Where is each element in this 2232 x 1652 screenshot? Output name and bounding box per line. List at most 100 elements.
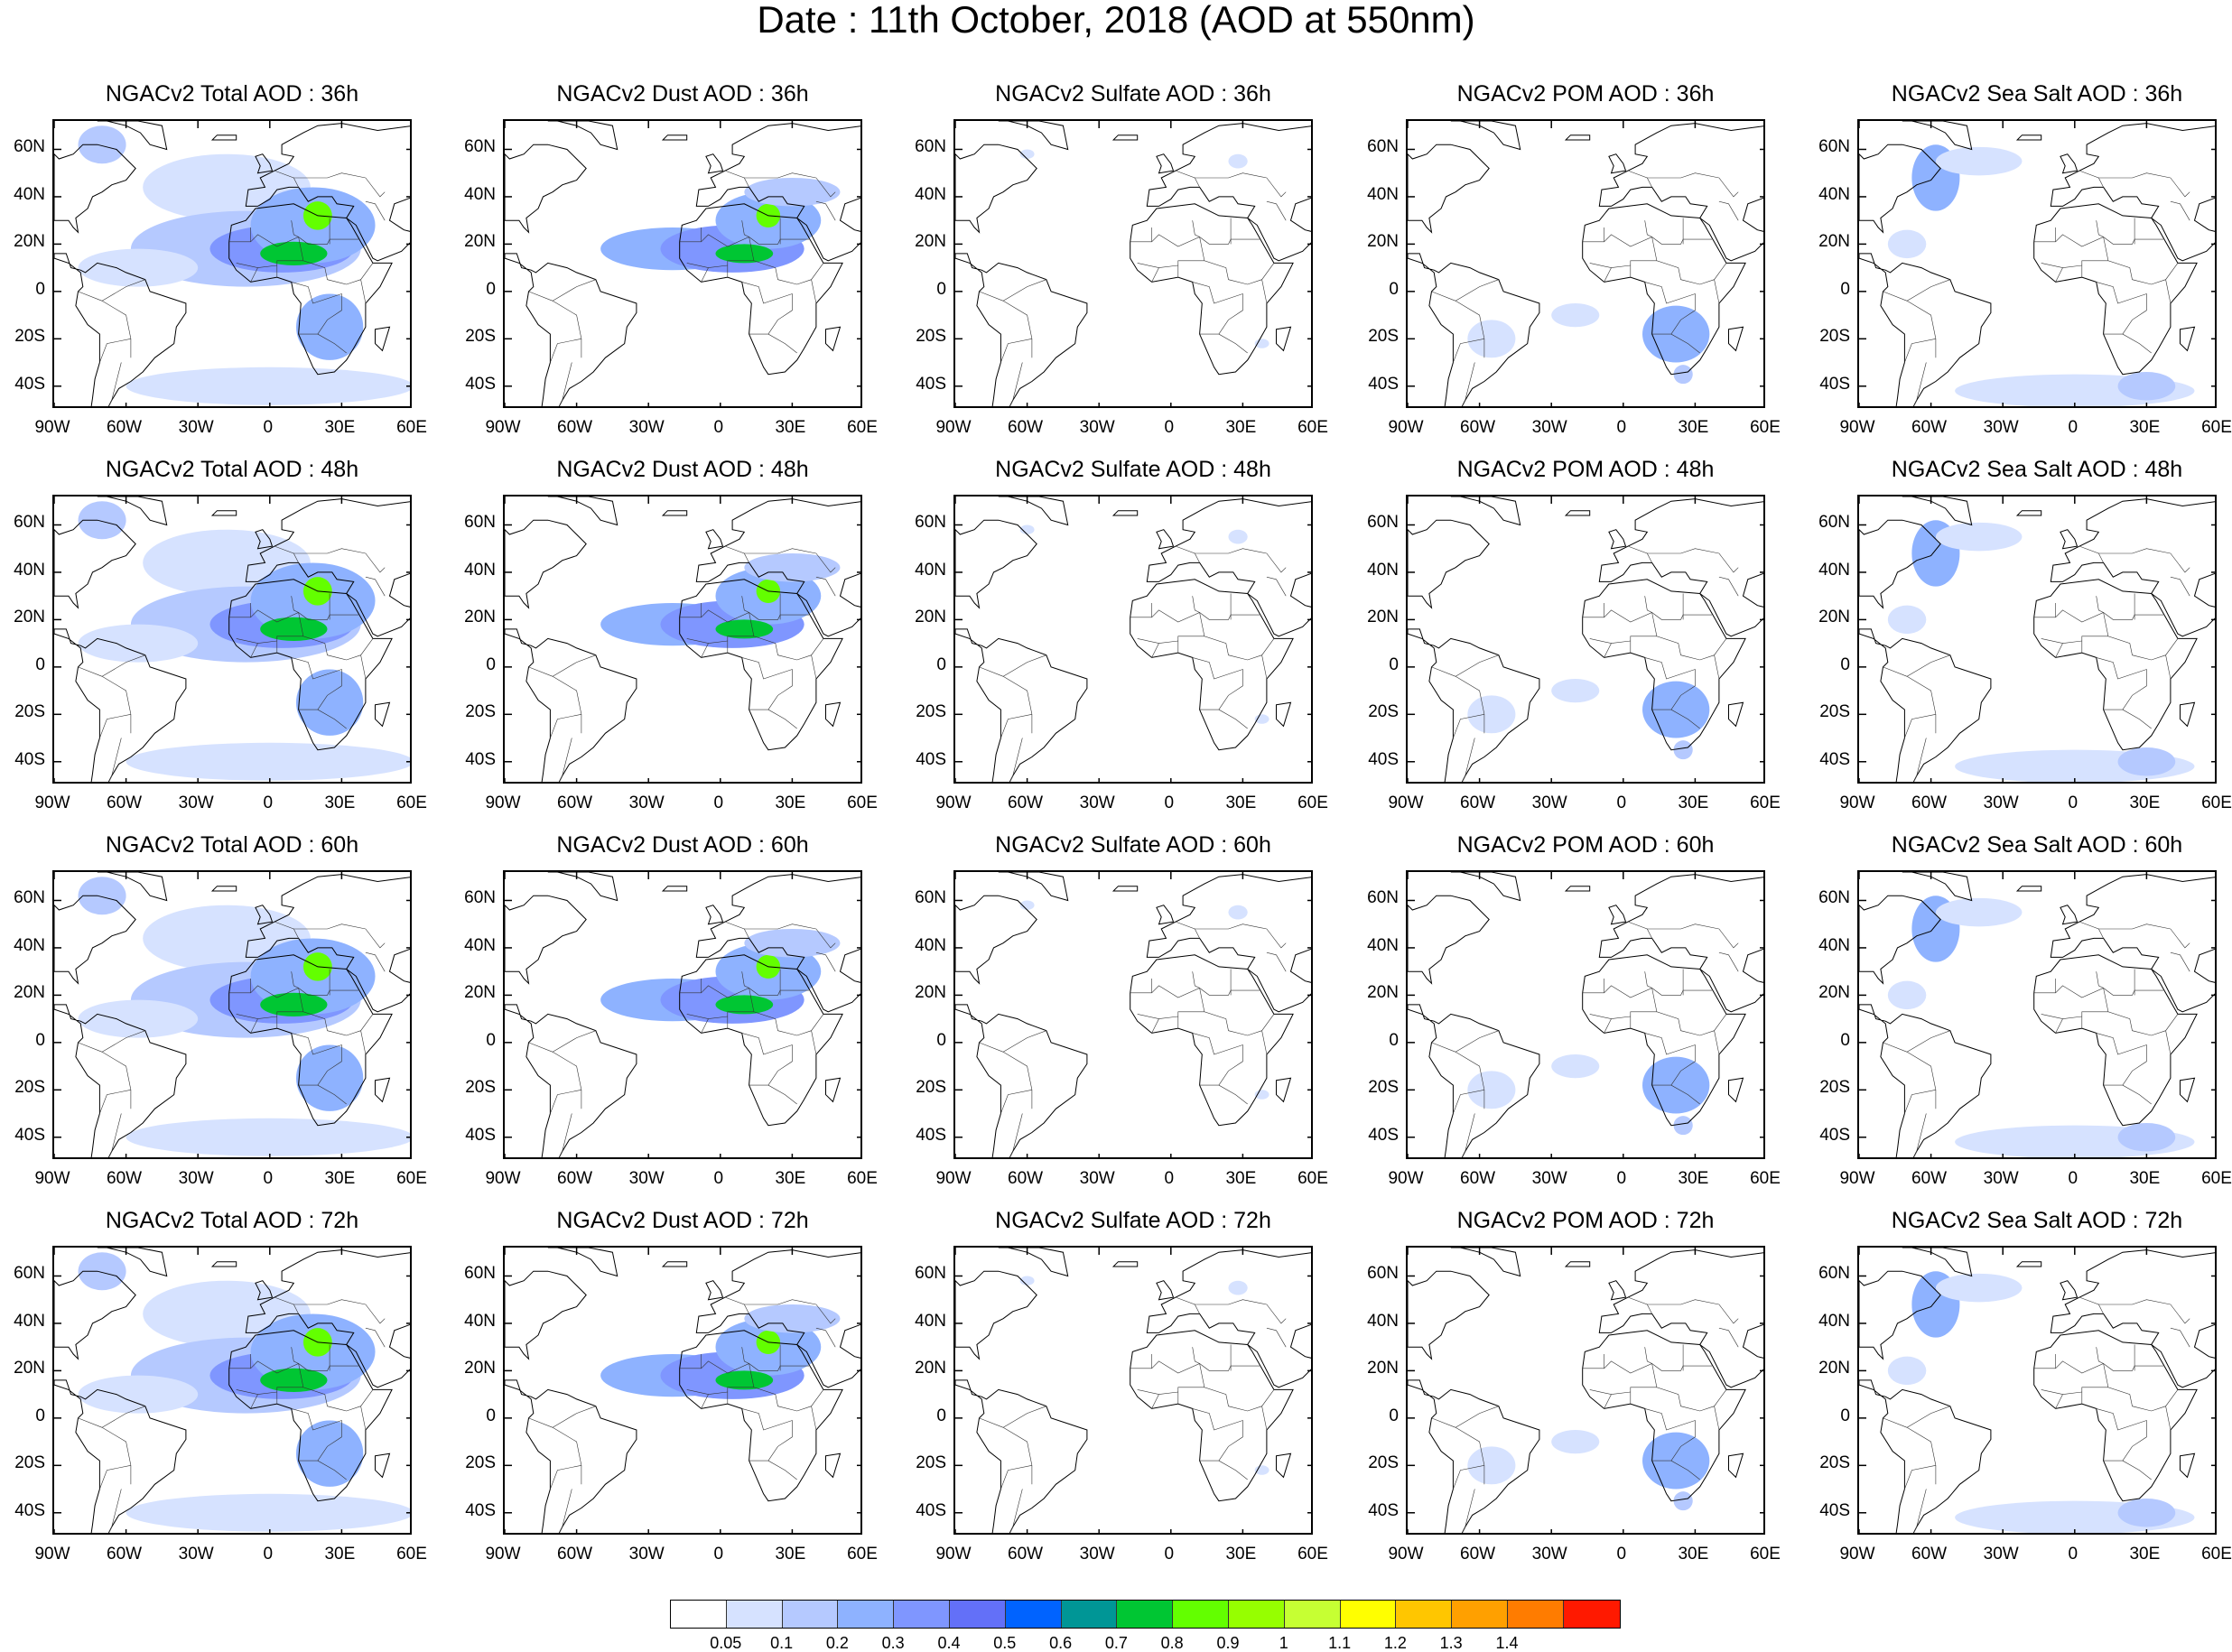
country-border	[815, 200, 836, 221]
coastline	[825, 326, 842, 352]
country-border	[236, 638, 277, 644]
country-border	[1651, 1084, 1700, 1105]
lat-tick-label: 20N	[464, 1359, 496, 1378]
lat-tick-label: 40S	[14, 749, 45, 769]
map-panel-seasalt-60h: NGACv2 Sea Salt AOD : 60h 60N 40N 20N 0 20S 40…	[1805, 825, 2232, 1195]
lon-tick-label: 30W	[1983, 1545, 2019, 1564]
lon-tick-label: 60E	[1297, 1169, 1328, 1188]
lat-tick-label: 20N	[1367, 608, 1399, 627]
coastline	[1450, 872, 1521, 902]
map-canvas	[505, 121, 860, 406]
coastline	[54, 895, 136, 985]
lon-tick-label: 60W	[1911, 1169, 1948, 1188]
country-border	[1904, 714, 1936, 738]
lat-tick-label: 0	[936, 279, 946, 299]
coastline	[1156, 529, 1175, 550]
map-frame	[1857, 495, 2217, 784]
map-panel-pom-48h: NGACv2 POM AOD : 48h 60N 40N 20N 0 20S 40S 90W 6…	[1353, 450, 1781, 820]
country-border	[1192, 1347, 1200, 1364]
country-border	[686, 638, 728, 644]
country-border	[365, 552, 386, 573]
country-border	[1177, 260, 1204, 278]
country-border	[727, 636, 754, 654]
country-border	[1453, 1465, 1484, 1490]
country-border	[2103, 1084, 2152, 1105]
country-border	[559, 738, 572, 782]
coastline	[661, 510, 688, 516]
lon-tick-label: 60W	[557, 418, 593, 437]
coastline	[998, 872, 1069, 902]
lat-tick-label: 40N	[14, 1311, 45, 1331]
country-border	[2098, 548, 2171, 554]
colorbar-swatch	[949, 1601, 1006, 1628]
map-frame	[953, 495, 1313, 784]
aod-field-patch	[1673, 1116, 1693, 1136]
coastline	[998, 121, 1069, 151]
lat-tick-label: 0	[1389, 279, 1399, 299]
lon-tick-label: 90W	[1388, 418, 1424, 437]
country-border	[250, 1394, 258, 1409]
aod-field-patch	[1551, 1429, 1600, 1454]
country-border	[1718, 552, 1739, 573]
country-border	[1002, 279, 1046, 302]
country-border	[365, 576, 386, 597]
country-border	[815, 576, 836, 597]
country-border	[1151, 643, 1159, 658]
coastline	[661, 886, 688, 892]
panel-title: NGACv2 Total AOD : 60h	[105, 832, 359, 858]
country-border	[1589, 1389, 1631, 1395]
lon-tick-label: 30W	[1079, 1545, 1115, 1564]
coastline	[1276, 701, 1292, 728]
country-border	[99, 714, 131, 738]
aod-field-patch	[1467, 1446, 1516, 1485]
country-border	[101, 279, 145, 302]
aod-field-patch	[1254, 1465, 1269, 1475]
aod-field-patch	[744, 928, 841, 958]
country-border	[749, 1363, 824, 1412]
country-border	[550, 1090, 581, 1114]
coastline	[2050, 123, 2215, 262]
lat-tick-label: 0	[1389, 1030, 1399, 1050]
country-border	[250, 643, 258, 658]
lon-tick-label: 30W	[628, 794, 665, 812]
map-canvas	[1408, 872, 1763, 1157]
country-border	[559, 362, 572, 406]
map-frame	[953, 119, 1313, 408]
coastline	[1156, 1280, 1175, 1301]
country-border	[1644, 1347, 1652, 1364]
lon-tick-label: 0	[263, 794, 274, 812]
country-border	[2096, 1408, 2147, 1462]
aod-field-patch	[1019, 524, 1035, 534]
lon-tick-label: 90W	[935, 418, 972, 437]
map-canvas	[955, 497, 1311, 782]
panel-title: NGACv2 Sea Salt AOD : 36h	[1891, 81, 2183, 107]
coastline	[1582, 1330, 1746, 1502]
lon-tick-label: 0	[1616, 418, 1627, 437]
aod-field-patch	[78, 877, 126, 915]
coastline	[661, 135, 688, 141]
lat-tick-label: 0	[936, 1030, 946, 1050]
coastline	[1598, 498, 1763, 637]
lon-tick-label: 60E	[1750, 1169, 1781, 1188]
aod-field-patch	[1935, 1273, 2023, 1303]
country-border	[1906, 1030, 1950, 1053]
panel-title: NGACv2 Dust AOD : 60h	[556, 832, 809, 858]
country-border	[701, 1394, 709, 1409]
country-border	[2033, 1360, 2163, 1374]
coastline	[2015, 510, 2042, 516]
coastline	[1111, 1261, 1139, 1267]
coastline	[955, 519, 1037, 609]
country-border	[528, 1417, 582, 1485]
panel-title: NGACv2 POM AOD : 60h	[1456, 832, 1715, 858]
country-border	[1177, 636, 1204, 654]
country-border	[1000, 714, 1032, 738]
coastline	[825, 1077, 842, 1103]
country-border	[815, 552, 836, 573]
country-border	[365, 177, 386, 198]
lon-tick-label: 30E	[324, 1169, 356, 1188]
coastline	[1276, 1077, 1292, 1103]
coastline	[2060, 905, 2079, 925]
coastline	[54, 1379, 187, 1533]
coastline	[2033, 954, 2198, 1127]
aod-field-patch	[2117, 372, 2176, 401]
